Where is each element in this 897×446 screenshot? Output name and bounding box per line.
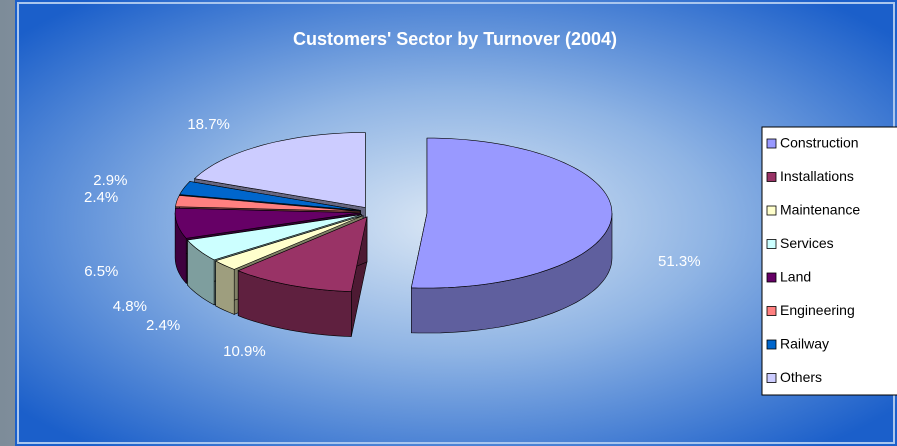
data-label: 2.4% — [146, 317, 180, 334]
data-label: 4.8% — [113, 298, 147, 315]
legend-label: Maintenance — [780, 202, 860, 218]
data-label: 51.3% — [658, 253, 701, 270]
slice — [410, 137, 613, 289]
legend-swatch — [766, 272, 777, 283]
legend-label: Installations — [780, 168, 854, 184]
slice — [237, 216, 368, 292]
chart-title: Customers' Sector by Turnover (2004) — [293, 29, 617, 49]
legend-label: Land — [780, 269, 811, 285]
slice — [179, 181, 361, 211]
slice — [174, 207, 361, 239]
slice — [214, 215, 364, 270]
legend-box — [761, 126, 897, 396]
slice — [186, 214, 362, 261]
data-label: 10.9% — [223, 343, 266, 360]
legend-swatch — [766, 138, 777, 149]
legend-swatch — [766, 172, 777, 182]
legend-label: Railway — [780, 336, 829, 352]
data-label: 18.7% — [187, 116, 230, 133]
legend-swatch — [766, 373, 777, 383]
legend-swatch — [766, 306, 777, 316]
legend-swatch — [766, 339, 777, 350]
data-label: 6.5% — [84, 263, 118, 280]
legend-label: Construction — [780, 135, 859, 151]
legend-swatch — [766, 239, 777, 249]
legend-label: Services — [780, 235, 834, 251]
data-label: 2.4% — [84, 189, 118, 206]
legend-label: Others — [780, 369, 822, 385]
legend-label: Engineering — [780, 302, 855, 318]
legend-swatch — [766, 205, 777, 216]
data-label: 2.9% — [93, 172, 127, 189]
slice-rim — [215, 260, 235, 315]
slice — [193, 132, 366, 208]
slice — [175, 195, 361, 212]
